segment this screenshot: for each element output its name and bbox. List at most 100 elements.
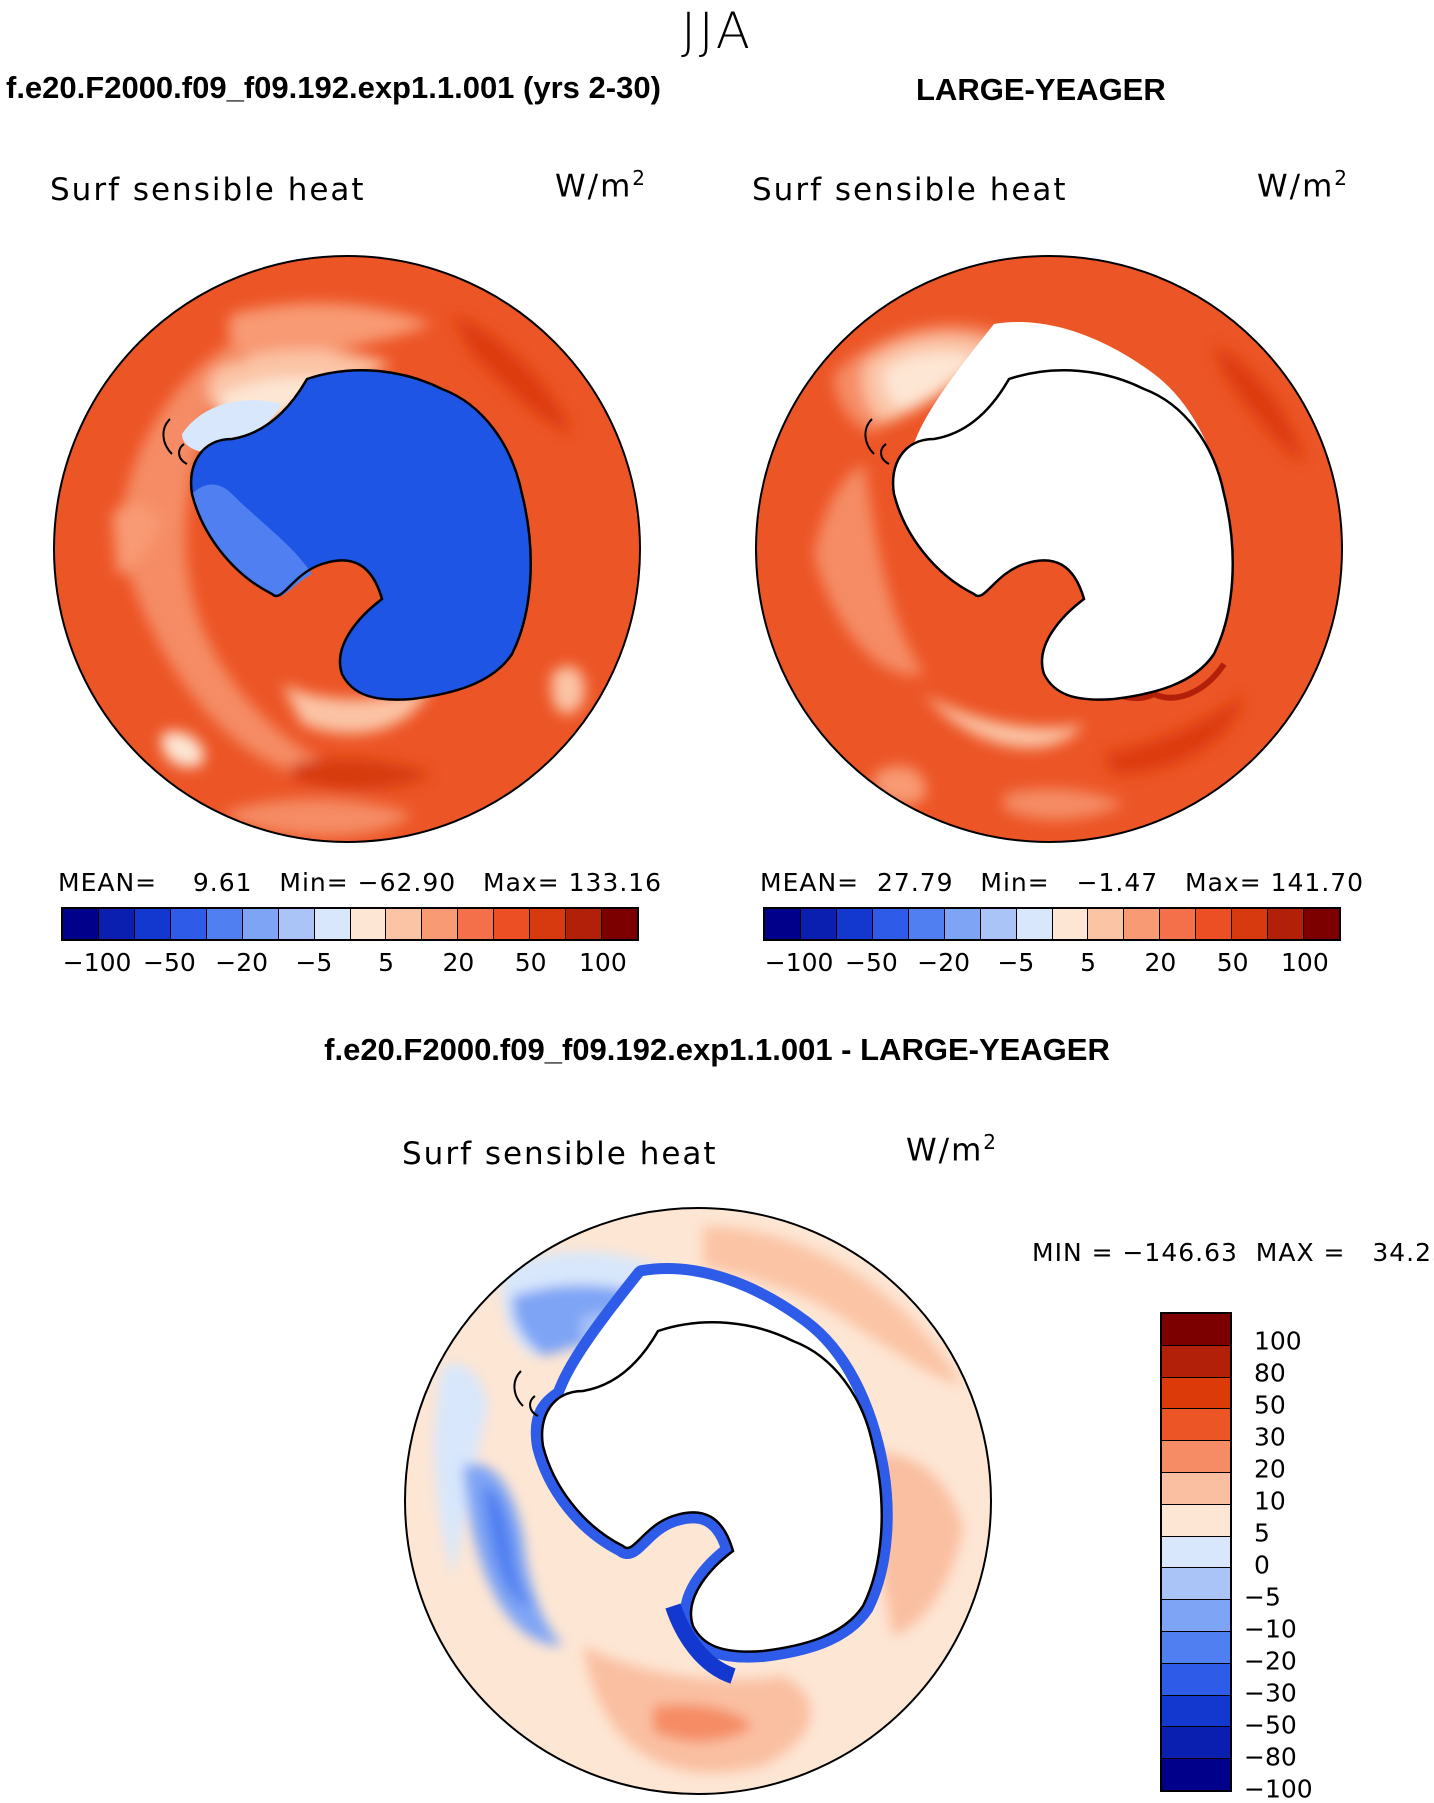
colorbar-tick-label: −20	[1244, 1646, 1297, 1676]
colorbar-swatch	[1162, 1314, 1230, 1346]
colorbar-swatch	[1162, 1536, 1230, 1569]
colorbar-swatch	[278, 909, 315, 939]
top-right-colorbar	[763, 907, 1341, 941]
colorbar-tick-label: 20	[442, 948, 475, 977]
top-right-colorbar-ticks: −100 −50 −20 −5 5 20 50 100	[763, 948, 1341, 980]
bottom-colorbar	[1160, 1312, 1232, 1792]
colorbar-swatch	[206, 909, 243, 939]
season-title: JJA	[681, 2, 753, 60]
colorbar-tick-label: −5	[997, 948, 1035, 977]
colorbar-swatch	[800, 909, 837, 939]
colorbar-tick-label: −50	[1244, 1710, 1297, 1740]
colorbar-swatch	[872, 909, 909, 939]
top-right-units: W/m2	[1257, 166, 1350, 205]
colorbar-swatch	[1162, 1441, 1230, 1473]
top-right-title: LARGE-YEAGER	[916, 72, 1166, 107]
colorbar-swatch	[602, 909, 637, 939]
colorbar-swatch	[458, 909, 495, 939]
colorbar-swatch	[242, 909, 279, 939]
colorbar-tick-label: −100	[1244, 1774, 1313, 1803]
top-right-polar-map	[755, 255, 1343, 843]
colorbar-swatch	[1162, 1631, 1230, 1664]
top-left-polar-map	[53, 255, 641, 843]
colorbar-tick-label: 50	[1216, 948, 1249, 977]
colorbar-swatch	[1162, 1695, 1230, 1728]
top-left-colorbar-ticks: −100 −50 −20 −5 5 20 50 100	[61, 948, 639, 980]
colorbar-swatch	[134, 909, 171, 939]
colorbar-tick-label: −5	[295, 948, 333, 977]
colorbar-tick-label: 50	[514, 948, 547, 977]
colorbar-tick-label: 50	[1254, 1390, 1286, 1420]
colorbar-swatch	[170, 909, 207, 939]
bottom-units: W/m2	[906, 1130, 999, 1169]
colorbar-tick-label: 30	[1254, 1422, 1286, 1452]
colorbar-swatch	[908, 909, 945, 939]
colorbar-swatch	[1162, 1759, 1230, 1790]
colorbar-swatch	[566, 909, 603, 939]
colorbar-swatch	[1162, 1472, 1230, 1505]
colorbar-swatch	[1304, 909, 1339, 939]
colorbar-swatch	[1016, 909, 1053, 939]
colorbar-tick-label: 5	[378, 948, 395, 977]
colorbar-tick-label: −100	[764, 948, 834, 977]
colorbar-tick-label: −20	[215, 948, 269, 977]
colorbar-tick-label: −50	[142, 948, 196, 977]
colorbar-swatch	[422, 909, 459, 939]
colorbar-swatch	[1162, 1409, 1230, 1442]
difference-title: f.e20.F2000.f09_f09.192.exp1.1.001 - LAR…	[324, 1032, 1110, 1067]
colorbar-tick-label: −10	[1244, 1614, 1297, 1644]
top-left-units: W/m2	[555, 166, 648, 205]
top-left-colorbar	[61, 907, 639, 941]
colorbar-tick-label: −80	[1244, 1742, 1297, 1772]
colorbar-swatch	[1232, 909, 1269, 939]
colorbar-tick-label: 100	[1281, 948, 1329, 977]
colorbar-swatch	[98, 909, 135, 939]
colorbar-tick-label: −30	[1244, 1678, 1297, 1708]
top-right-variable-label: Surf sensible heat	[752, 172, 1068, 208]
top-left-stats: MEAN= 9.61 Min= −62.90 Max= 133.16	[58, 868, 663, 897]
colorbar-swatch	[1162, 1504, 1230, 1537]
colorbar-swatch	[1196, 909, 1233, 939]
colorbar-swatch	[314, 909, 351, 939]
colorbar-swatch	[980, 909, 1017, 939]
colorbar-swatch	[1162, 1663, 1230, 1696]
colorbar-swatch	[1268, 909, 1305, 939]
colorbar-swatch	[836, 909, 873, 939]
top-left-title: f.e20.F2000.f09_f09.192.exp1.1.001 (yrs …	[6, 70, 661, 105]
colorbar-swatch	[1162, 1568, 1230, 1601]
colorbar-tick-label: 20	[1254, 1454, 1286, 1484]
colorbar-tick-label: −100	[62, 948, 132, 977]
bottom-colorbar-ticks: 100 80 50 30 20 10 5 0 −5 −10 −20 −30 −50 −80 −100	[1244, 1312, 1424, 1803]
colorbar-swatch	[386, 909, 423, 939]
top-right-stats: MEAN= 27.79 Min= −1.47 Max= 141.70	[760, 868, 1365, 897]
colorbar-swatch	[944, 909, 981, 939]
colorbar-tick-label: 20	[1144, 948, 1177, 977]
difference-polar-map	[404, 1207, 992, 1795]
colorbar-swatch	[494, 909, 531, 939]
colorbar-swatch	[1162, 1377, 1230, 1410]
colorbar-tick-label: 5	[1080, 948, 1097, 977]
bottom-variable-label: Surf sensible heat	[402, 1136, 718, 1172]
colorbar-tick-label: 5	[1254, 1518, 1270, 1548]
colorbar-tick-label: −50	[844, 948, 898, 977]
colorbar-tick-label: −5	[1244, 1582, 1281, 1612]
colorbar-tick-label: 100	[579, 948, 627, 977]
colorbar-swatch	[1160, 909, 1197, 939]
bottom-stats: MIN = −146.63 MAX = 34.25	[1032, 1238, 1434, 1267]
colorbar-swatch	[765, 909, 801, 939]
colorbar-tick-label: −20	[917, 948, 971, 977]
colorbar-swatch	[1162, 1600, 1230, 1632]
colorbar-tick-label: 0	[1254, 1550, 1270, 1580]
colorbar-swatch	[1124, 909, 1161, 939]
colorbar-swatch	[1162, 1345, 1230, 1378]
colorbar-swatch	[1162, 1727, 1230, 1760]
colorbar-swatch	[63, 909, 99, 939]
colorbar-swatch	[1088, 909, 1125, 939]
colorbar-tick-label: 100	[1254, 1326, 1302, 1356]
colorbar-tick-label: 10	[1254, 1486, 1286, 1516]
colorbar-tick-label: 80	[1254, 1358, 1286, 1388]
colorbar-swatch	[350, 909, 387, 939]
colorbar-swatch	[1052, 909, 1089, 939]
top-left-variable-label: Surf sensible heat	[50, 172, 366, 208]
colorbar-swatch	[530, 909, 567, 939]
